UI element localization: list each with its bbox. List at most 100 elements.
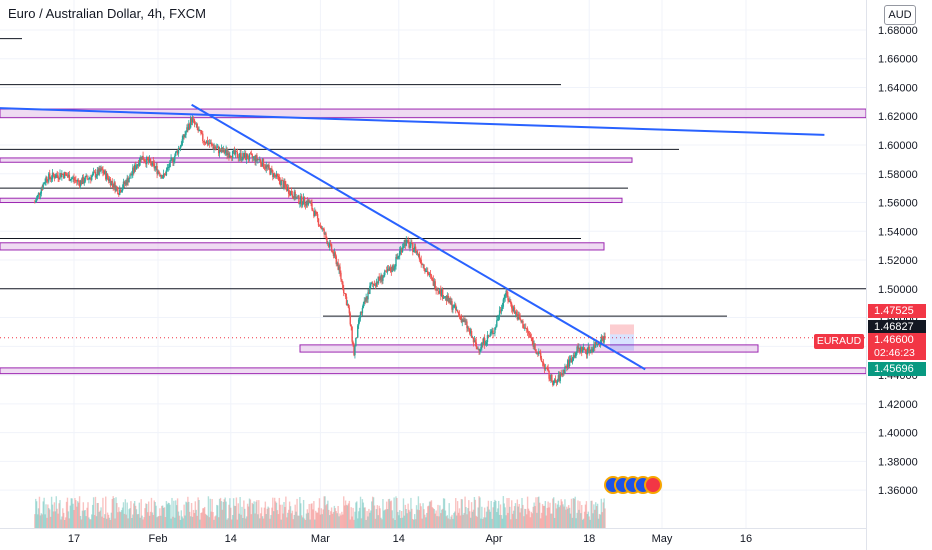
volume-bar xyxy=(73,510,75,528)
candle-body xyxy=(288,193,291,196)
volume-bar xyxy=(559,505,561,528)
candle-body xyxy=(464,319,466,322)
candle-body xyxy=(572,355,575,361)
volume-bar xyxy=(301,517,304,528)
volume-bar xyxy=(266,508,268,528)
volume-bar xyxy=(98,511,100,528)
volume-bar xyxy=(303,518,306,528)
volume-bar xyxy=(195,509,197,528)
volume-bar xyxy=(479,497,481,528)
zone-rect xyxy=(299,344,759,353)
candle-body xyxy=(517,314,519,320)
volume-bar xyxy=(58,503,60,528)
volume-bar xyxy=(90,519,92,528)
candle-body xyxy=(194,123,197,125)
candle-body xyxy=(535,349,537,354)
volume-bar xyxy=(475,515,477,528)
candle-body xyxy=(147,159,150,163)
volume-bar xyxy=(483,507,486,528)
volume-bar xyxy=(225,501,227,528)
candle-body xyxy=(431,277,434,280)
candle-body xyxy=(227,153,229,155)
candle-body xyxy=(315,210,317,212)
candle-body xyxy=(178,148,181,149)
volume-bar xyxy=(397,511,399,528)
volume-bar xyxy=(443,498,446,528)
candle-body xyxy=(92,171,95,174)
volume-bar xyxy=(191,516,194,528)
volume-bar xyxy=(591,500,593,528)
volume-bar xyxy=(561,501,563,528)
stop-zone xyxy=(610,324,634,335)
volume-bar xyxy=(197,497,199,528)
candle-body xyxy=(483,338,486,345)
candle-body xyxy=(582,347,585,351)
candle-body xyxy=(197,128,199,131)
volume-bar xyxy=(216,504,218,528)
volume-bar xyxy=(563,506,565,528)
volume-bar xyxy=(570,498,573,528)
candle-body xyxy=(189,118,192,128)
volume-bar xyxy=(46,517,48,528)
candle-body xyxy=(213,146,215,149)
candle-body xyxy=(570,358,573,363)
volume-bar xyxy=(365,519,367,528)
volume-bar xyxy=(432,508,435,528)
volume-bar xyxy=(224,497,226,528)
candle-body xyxy=(533,343,535,347)
candle-body xyxy=(359,312,362,318)
volume-bar xyxy=(488,509,491,528)
candle-body xyxy=(224,152,226,154)
volume-bar xyxy=(504,507,506,528)
candle-body xyxy=(218,148,221,154)
candle-body xyxy=(387,269,390,271)
candle-body xyxy=(77,180,79,182)
candle-body xyxy=(190,118,193,123)
candle-body xyxy=(256,155,258,160)
volume-bar xyxy=(383,510,385,528)
zone-rect xyxy=(0,242,605,251)
volume-bar xyxy=(229,498,231,528)
volume-bar xyxy=(101,516,103,528)
candle-body xyxy=(59,173,61,179)
volume-bar xyxy=(413,519,415,528)
candle-body xyxy=(184,134,186,138)
volume-bar xyxy=(113,498,115,528)
volume-bar xyxy=(147,501,150,528)
volume-bar xyxy=(461,499,463,528)
price-label-high: 1.47525 xyxy=(868,304,926,318)
candle-body xyxy=(386,269,389,272)
candle-body xyxy=(343,288,345,293)
candle-body xyxy=(578,347,580,349)
candle-body xyxy=(432,279,435,286)
candle-body xyxy=(255,155,257,162)
candle-body xyxy=(303,197,306,205)
economic-events[interactable] xyxy=(604,476,664,496)
volume-bar xyxy=(106,512,109,528)
candle-body xyxy=(450,301,452,305)
volume-bar xyxy=(497,500,500,528)
candle-body xyxy=(118,194,120,195)
candle-body xyxy=(259,159,262,164)
volume-bar xyxy=(267,506,269,528)
volume-bar xyxy=(437,504,439,528)
candle-body xyxy=(273,173,275,177)
volume-bar xyxy=(503,503,505,528)
candle-body xyxy=(385,270,387,272)
volume-bar xyxy=(185,501,187,528)
volume-bar xyxy=(284,506,286,528)
volume-bar xyxy=(157,516,159,528)
candle-body xyxy=(295,196,297,199)
currency-button[interactable]: AUD xyxy=(884,5,916,25)
candle-body xyxy=(87,178,89,180)
candle-body xyxy=(567,360,570,367)
chart-grid xyxy=(0,0,866,528)
volume-bar xyxy=(156,517,158,528)
price-label-line: 1.46827 xyxy=(868,320,926,334)
candle-body xyxy=(239,153,241,157)
au-flag-icon[interactable] xyxy=(644,476,662,494)
volume-bar xyxy=(204,513,207,528)
candle-body xyxy=(486,335,489,343)
candle-body xyxy=(67,174,70,177)
